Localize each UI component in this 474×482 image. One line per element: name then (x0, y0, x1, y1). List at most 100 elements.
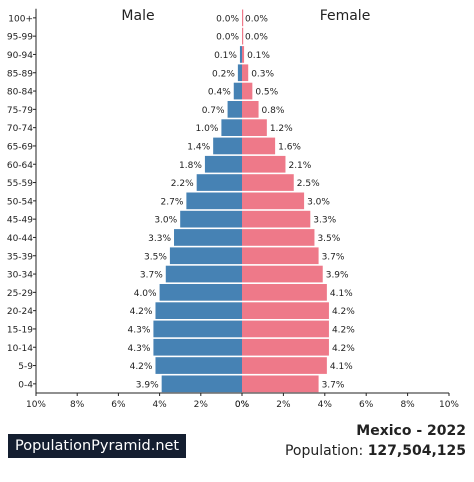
x-tick-label-left: 10% (26, 400, 46, 410)
male-value-label: 3.7% (140, 271, 163, 281)
male-bar-75-79 (227, 101, 242, 118)
age-group-label: 10-14 (7, 344, 33, 354)
female-value-label: 0.0% (245, 14, 268, 24)
female-value-label: 4.2% (332, 325, 355, 335)
age-group-label: 100+ (8, 14, 33, 24)
age-group-label: 85-89 (7, 69, 33, 79)
population-value: 127,504,125 (367, 443, 466, 459)
age-group-label: 55-59 (7, 179, 33, 189)
age-group-label: 80-84 (7, 88, 33, 98)
male-value-label: 0.2% (212, 69, 235, 79)
male-value-label: 0.0% (216, 33, 239, 43)
age-group-label: 45-49 (7, 216, 33, 226)
female-value-label: 2.1% (288, 161, 311, 171)
male-value-label: 1.8% (179, 161, 202, 171)
age-group-label: 50-54 (7, 197, 33, 207)
male-value-label: 3.3% (148, 234, 171, 244)
female-bar-60-64 (242, 155, 286, 173)
male-value-label: 4.2% (130, 307, 153, 317)
age-group-label: 35-39 (7, 252, 33, 262)
male-value-label: 0.0% (216, 14, 239, 24)
female-value-label: 1.2% (270, 124, 293, 134)
female-title: Female (320, 8, 371, 24)
female-value-label: 0.8% (262, 106, 285, 116)
male-value-label: 2.7% (161, 197, 184, 207)
male-bar-20-24 (155, 302, 242, 319)
male-bar-25-29 (159, 284, 242, 301)
female-bar-20-24 (242, 302, 329, 319)
male-bar-15-19 (153, 320, 242, 338)
age-group-label: 70-74 (7, 124, 33, 134)
male-title: Male (121, 8, 154, 24)
female-bar-25-29 (242, 284, 327, 301)
age-group-label: 15-19 (7, 325, 33, 335)
x-tick-label-right: 0% (235, 400, 250, 410)
female-bar-80-84 (242, 82, 253, 100)
female-value-label: 0.5% (255, 88, 278, 98)
male-bar-70-74 (221, 119, 242, 136)
female-bar-45-49 (242, 210, 311, 228)
female-bar-10-14 (242, 338, 329, 356)
female-value-label: 1.6% (278, 142, 301, 152)
x-tick-label-left: 8% (70, 400, 85, 410)
male-bar-80-84 (233, 82, 242, 100)
population-line: Population: 127,504,125 (285, 442, 466, 460)
female-bar-trace-95-99 (242, 27, 244, 45)
male-bar-35-39 (169, 247, 242, 265)
female-value-label: 3.7% (322, 252, 345, 262)
x-tick-label-left: 2% (194, 400, 209, 410)
male-value-label: 4.2% (130, 362, 153, 372)
age-group-label: 25-29 (7, 289, 33, 299)
female-bar-65-69 (242, 137, 276, 155)
age-group-label: 20-24 (7, 307, 33, 317)
male-bar-10-14 (153, 338, 242, 356)
brand-badge[interactable]: PopulationPyramid.net (8, 434, 187, 458)
chart-title: Mexico - 2022 (356, 423, 466, 439)
x-tick-label-left: 6% (111, 400, 126, 410)
female-bar-55-59 (242, 174, 294, 191)
female-value-label: 3.0% (307, 197, 330, 207)
female-value-label: 4.2% (332, 344, 355, 354)
female-value-label: 3.3% (313, 216, 336, 226)
female-bar-0-4 (242, 375, 319, 393)
age-group-label: 30-34 (7, 271, 33, 281)
male-bar-0-4 (161, 375, 242, 393)
female-bar-50-54 (242, 192, 305, 210)
female-value-label: 3.7% (322, 380, 345, 390)
male-value-label: 2.2% (171, 179, 194, 189)
male-value-label: 0.4% (208, 88, 231, 98)
x-tick-label-left: 0% (235, 400, 250, 410)
info-box: Mexico - 2022 Population: 127,504,125 (285, 422, 466, 460)
x-tick-label-right: 8% (400, 400, 415, 410)
male-bar-90-94 (239, 46, 242, 63)
male-value-label: 4.0% (134, 289, 157, 299)
x-tick-label-left: 4% (152, 400, 167, 410)
male-bar-85-89 (237, 64, 242, 82)
x-tick-label-right: 4% (318, 400, 333, 410)
male-bar-40-44 (174, 229, 242, 246)
population-label: Population: (284, 443, 364, 459)
female-bar-30-34 (242, 265, 323, 283)
male-value-label: 4.3% (128, 344, 151, 354)
x-tick-label-right: 2% (276, 400, 291, 410)
male-bar-30-34 (165, 265, 242, 283)
age-group-label: 0-4 (18, 380, 33, 390)
male-value-label: 3.9% (136, 380, 159, 390)
male-bar-65-69 (213, 137, 242, 155)
female-value-label: 3.5% (317, 234, 340, 244)
female-value-label: 2.5% (297, 179, 320, 189)
male-value-label: 0.7% (202, 106, 225, 116)
age-group-label: 40-44 (7, 234, 33, 244)
female-value-label: 4.1% (330, 289, 353, 299)
age-group-label: 60-64 (7, 161, 33, 171)
female-bar-trace-100+ (242, 9, 244, 27)
x-tick-label-right: 6% (359, 400, 374, 410)
female-bar-75-79 (242, 101, 259, 118)
x-tick-label-right: 10% (439, 400, 459, 410)
male-value-label: 4.3% (128, 325, 151, 335)
male-value-label: 1.4% (187, 142, 210, 152)
male-value-label: 0.1% (214, 51, 237, 61)
age-group-label: 65-69 (7, 142, 33, 152)
male-bar-45-49 (180, 210, 242, 228)
